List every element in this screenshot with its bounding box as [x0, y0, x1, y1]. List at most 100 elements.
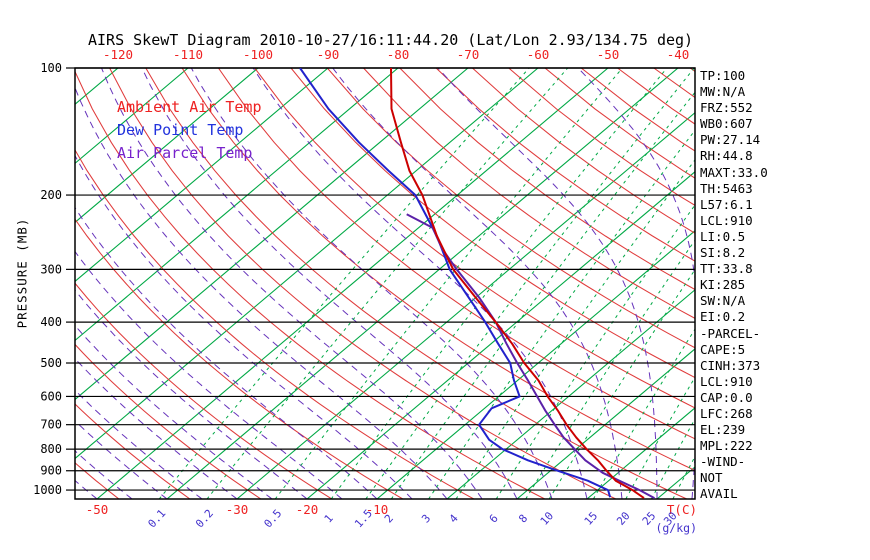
pressure-tick-label: 400: [40, 315, 62, 329]
mixing-ratio-label: 4: [447, 512, 461, 526]
series-dew-point-temp-line: [299, 68, 612, 498]
stat-line: WB0:607: [700, 116, 753, 132]
top-temp-label: -70: [457, 47, 480, 62]
mixing-ratio-line: [625, 376, 695, 499]
dry-adiabat-line: [145, 68, 688, 499]
stat-line: TT:33.8: [700, 261, 753, 277]
mixing-ratio-label: 2: [382, 512, 396, 526]
dry-adiabat-line: [109, 68, 617, 499]
stat-line: MW:N/A: [700, 84, 746, 100]
temp-axis-unit-label: T(C): [667, 502, 697, 517]
series-ambient-air-temp-line: [390, 68, 645, 499]
pressure-tick-label: 800: [40, 442, 62, 456]
legend-dew-point-temp: Dew Point Temp: [117, 121, 244, 139]
pressure-tick-label: 100: [40, 61, 62, 75]
stat-line: TP:100: [700, 68, 746, 83]
dry-adiabat-line: [399, 68, 695, 291]
moist-adiabat-line: [75, 154, 413, 499]
moist-adiabat-line: [75, 289, 308, 499]
stat-line: RH:44.8: [700, 148, 753, 164]
mixing-ratio-label: 1: [322, 512, 336, 526]
series-air-parcel-temp-line: [406, 213, 655, 499]
stat-line: PW:27.14: [700, 132, 761, 148]
moist-adiabat-line: [190, 68, 553, 499]
stat-line: MAXT:33.0: [700, 164, 768, 180]
mixing-ratio-label: 20: [614, 509, 633, 528]
isotherm-line: [376, 230, 695, 499]
mixing-ratio-line: [158, 68, 530, 499]
mixing-ratio-line: [495, 204, 695, 499]
bottom-temp-label: -20: [296, 502, 319, 517]
pressure-tick-label: 300: [40, 262, 62, 276]
mixing-ratio-label: 0.1: [145, 507, 168, 530]
mixing-ratio-label: 0.2: [193, 507, 216, 530]
pressure-tick-label: 500: [40, 356, 62, 370]
stat-line: CINH:373: [700, 357, 761, 373]
moist-adiabat-line: [577, 68, 695, 499]
mixing-ratio-line: [592, 328, 695, 499]
pressure-tick-label: 200: [40, 188, 62, 202]
top-temp-label: -80: [387, 47, 410, 62]
dry-adiabat-line: [75, 343, 262, 499]
dry-adiabat-line: [363, 68, 695, 319]
pressure-tick-label: 1000: [33, 483, 62, 497]
top-temp-label: -50: [597, 47, 620, 62]
dry-adiabat-line: [75, 148, 475, 499]
bottom-temp-label: -50: [86, 502, 109, 517]
mixing-ratio-label: 15: [582, 509, 601, 528]
mixing-ratio-line: [365, 68, 695, 499]
stat-line: CAP:0.0: [700, 389, 753, 405]
stat-line: FRZ:552: [700, 100, 753, 116]
top-temp-label: -40: [667, 47, 690, 62]
stat-line: EL:239: [700, 422, 746, 438]
stat-line: MPL:222: [700, 438, 753, 454]
moist-adiabat-line: [252, 68, 588, 499]
plot-border: [74, 67, 696, 500]
dry-adiabat-line: [435, 68, 695, 262]
mixing-ratio-line: [206, 68, 569, 499]
background-lines: [0, 68, 695, 499]
isotherm-line: [75, 68, 469, 401]
top-temp-label: -100: [243, 47, 273, 62]
dry-adiabat-line: [181, 68, 695, 471]
moist-adiabat-line: [75, 324, 273, 499]
dry-adiabat-line: [326, 68, 695, 349]
mixing-ratio-label: 0.5: [261, 507, 284, 530]
moist-adiabat-line: [75, 357, 238, 499]
stat-line: NOT: [700, 470, 723, 486]
mixing-ratio-label: 3: [419, 512, 433, 526]
isotherm-line: [236, 111, 695, 499]
stat-line: AVAIL: [700, 486, 738, 502]
isotherm-line: [75, 68, 539, 460]
moist-adiabat-line: [75, 86, 448, 499]
mixing-ratio-label: 10: [538, 509, 557, 528]
dry-adiabat-line: [290, 68, 695, 379]
legend-ambient-air-temp: Ambient Air Temp: [117, 98, 262, 116]
pressure-tick-label: 900: [40, 464, 62, 478]
isotherm-line: [75, 68, 189, 165]
isotherm-line: [166, 68, 679, 499]
isotherm-line: [516, 348, 695, 499]
isotherm-line: [75, 68, 329, 283]
pressure-axis-label: PRESSURE (MB): [14, 217, 30, 329]
dry-adiabat-line: [75, 462, 120, 499]
stat-line: L57:6.1: [700, 196, 753, 212]
mixing-ratio-label: 6: [487, 512, 501, 526]
mixing-ratio-line: [548, 268, 695, 499]
top-temp-label: -120: [103, 47, 133, 62]
stat-line: EI:0.2: [700, 309, 746, 325]
mixing-ratio-line: [330, 68, 668, 499]
dry-adiabat-line: [75, 70, 546, 499]
moist-adiabat-line: [0, 68, 62, 499]
moist-adiabat-line: [101, 68, 483, 499]
mixing-ratio-line: [455, 159, 695, 499]
mixing-axis-unit-label: (g/kg): [655, 521, 697, 535]
stat-line: CAPE:5: [700, 341, 746, 357]
isotherm-line: [306, 171, 695, 499]
legend-air-parcel-temp: Air Parcel Temp: [117, 144, 253, 162]
stat-line: -PARCEL-: [700, 325, 761, 341]
stats-panel: TP:100 MW:N/A FRZ:552 WB0:607 PW:27.14 RH:44.…: [700, 68, 768, 503]
moist-adiabat-line: [141, 68, 518, 499]
